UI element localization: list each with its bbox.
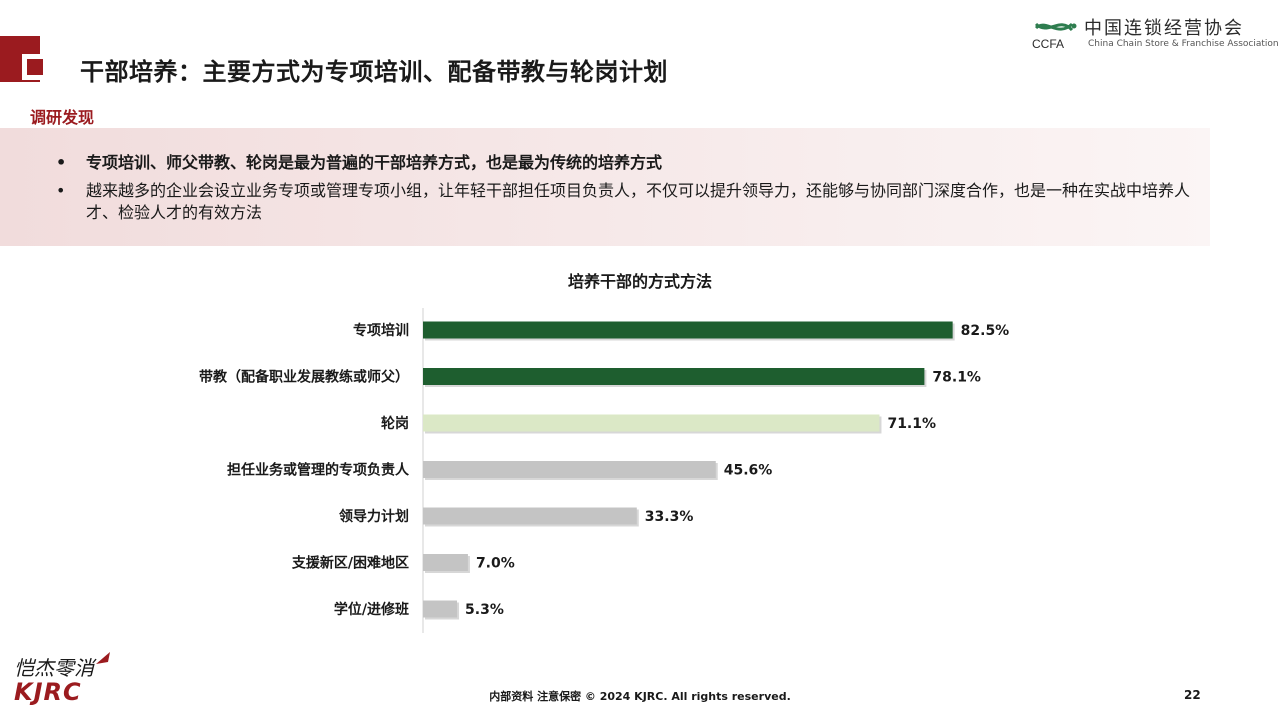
chart-title: 培养干部的方式方法 <box>567 272 712 291</box>
data-label: 71.1% <box>887 416 936 432</box>
category-label: 学位/进修班 <box>334 601 409 618</box>
logo-chinese-name: 中国连锁经营协会 <box>1084 18 1244 39</box>
data-label: 33.3% <box>645 509 694 525</box>
brand-flag-icon <box>96 652 110 664</box>
data-label: 82.5% <box>961 323 1010 339</box>
ccfa-logo: CCFA 中国连锁经营协会 China Chain Store & Franch… <box>1032 12 1279 52</box>
ccfa-logo-icon: CCFA <box>1032 22 1077 50</box>
logo-abbr: CCFA <box>1032 37 1064 50</box>
category-label: 专项培训 <box>353 322 409 339</box>
data-label: 7.0% <box>476 556 515 572</box>
data-label: 45.6% <box>724 463 773 479</box>
category-label: 轮岗 <box>381 415 409 432</box>
corner-accent-square <box>22 54 48 80</box>
brand-script-text: 恺杰零消 <box>14 656 94 680</box>
finding-text: 专项培训、师父带教、轮岗是最为普遍的干部培养方式，也是最为传统的培养方式 <box>86 153 663 172</box>
confidential-notice: 内部资料 注意保密 © 2024 KJRC. All rights reserv… <box>489 690 791 703</box>
page-number: 22 <box>1184 688 1201 702</box>
bar <box>423 414 880 432</box>
data-label: 78.1% <box>932 370 981 386</box>
finding-text: 越来越多的企业会设立业务专项或管理专项小组，让年轻干部担任项目负责人，不仅可以提… <box>86 181 1191 222</box>
brand-mark: KJRC <box>14 678 82 706</box>
bullet-dot: • <box>56 153 67 172</box>
category-label: 支援新区/困难地区 <box>291 555 409 572</box>
bar <box>423 368 925 385</box>
bar <box>423 321 953 339</box>
bar <box>423 600 458 618</box>
kjrc-logo: 恺杰零消 KJRC <box>12 650 112 710</box>
findings-label: 调研发现 <box>30 108 95 127</box>
category-label: 领导力计划 <box>339 508 409 525</box>
page-title: 干部培养：主要方式为专项培训、配备带教与轮岗计划 <box>80 58 668 86</box>
findings-panel <box>0 128 1210 246</box>
bar <box>423 461 716 478</box>
data-label: 5.3% <box>465 602 504 618</box>
bar <box>423 554 468 571</box>
category-label: 带教（配备职业发展教练或师父） <box>199 369 409 386</box>
bullet-dot: • <box>56 181 66 200</box>
bar <box>423 507 637 525</box>
category-label: 担任业务或管理的专项负责人 <box>227 462 410 479</box>
bar-chart: 专项培训 82.5% 带教（配备职业发展教练或师父） 78.1% 轮岗 71.1% 担任业务… <box>199 308 1010 633</box>
logo-english-name: China Chain Store & Franchise Associatio… <box>1088 39 1279 49</box>
